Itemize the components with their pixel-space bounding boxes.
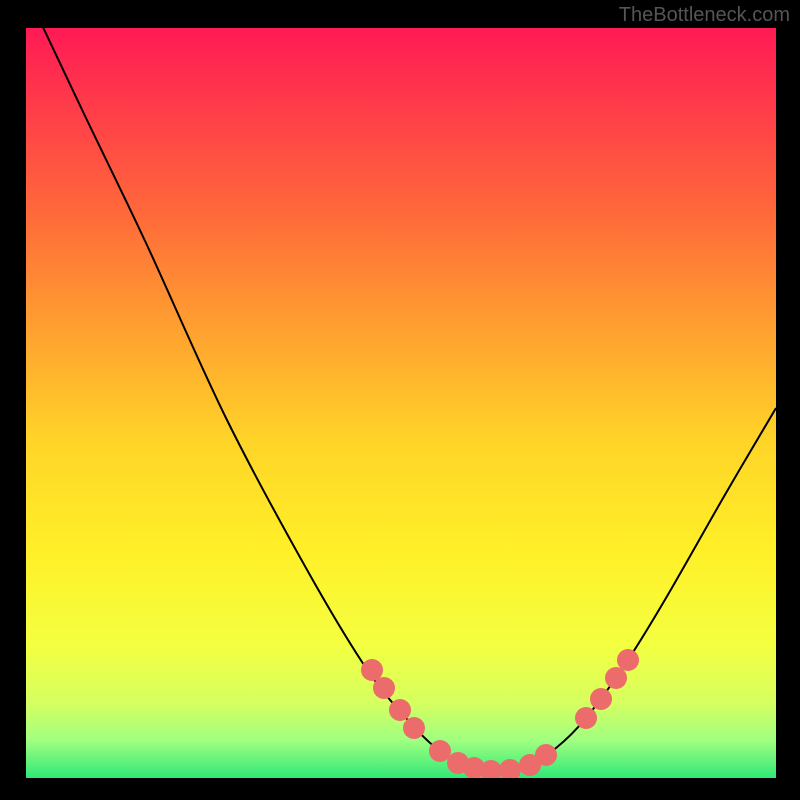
bottleneck-curve	[41, 28, 776, 772]
data-marker	[403, 717, 425, 739]
data-marker	[499, 759, 521, 778]
data-marker	[617, 649, 639, 671]
data-marker	[535, 744, 557, 766]
data-marker	[575, 707, 597, 729]
data-marker	[590, 688, 612, 710]
curve-layer	[26, 28, 776, 778]
plot-area	[26, 28, 776, 778]
watermark-text: TheBottleneck.com	[619, 4, 790, 27]
data-marker	[373, 677, 395, 699]
